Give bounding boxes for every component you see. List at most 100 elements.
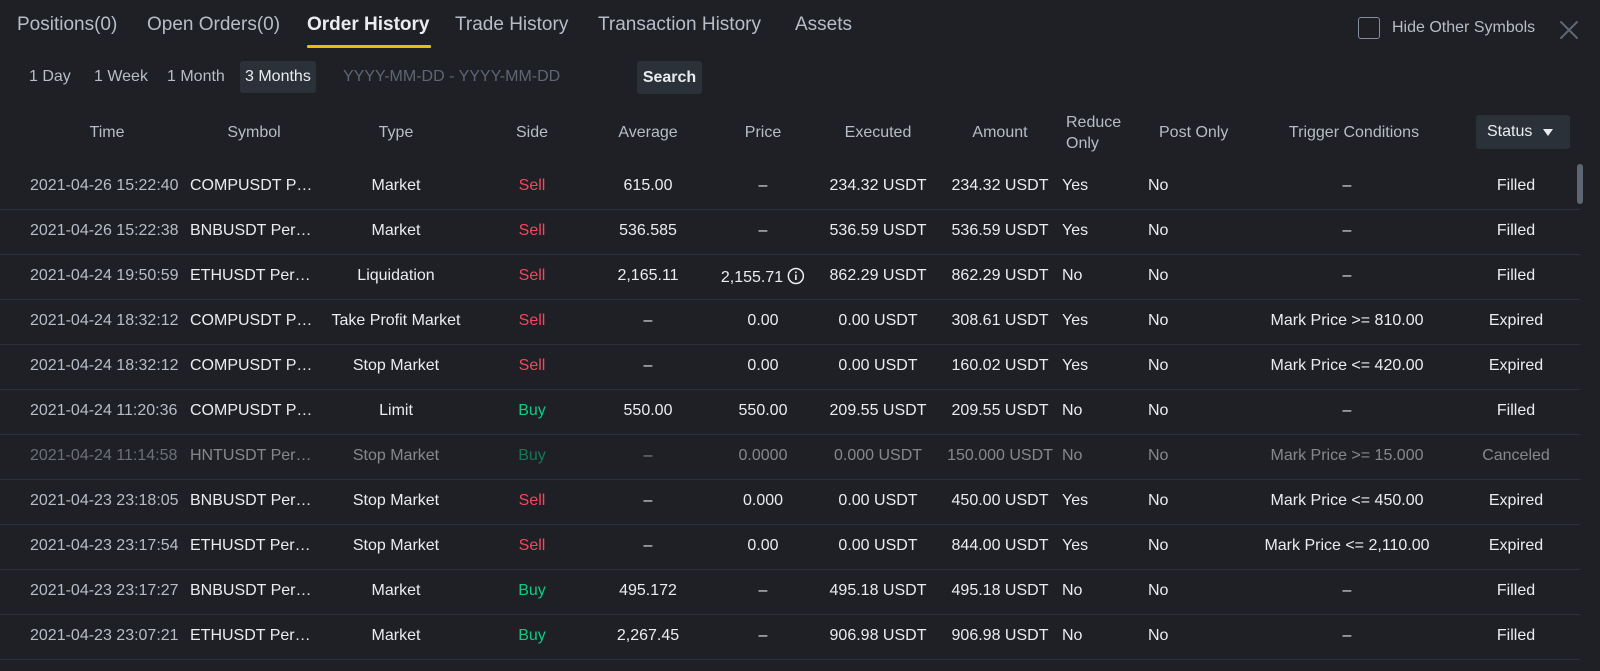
- col-price: Price: [744, 124, 782, 141]
- cell-reduce-only: No: [1062, 582, 1082, 600]
- cell-reduce-only-text: Yes: [1062, 537, 1089, 554]
- table-row: 2021-04-24 18:32:12 COMPUSDT Perpetual Sto…: [0, 345, 1580, 390]
- cell-amount: 862.29 USDT: [952, 267, 1049, 285]
- table-row: 2021-04-26 15:22:40 COMPUSDT Perpetual Mar…: [0, 165, 1580, 210]
- cell-executed-text: 862.29 USDT: [829, 267, 927, 284]
- table-row: 2021-04-24 11:20:36 COMPUSDT Perpetual Lim…: [0, 390, 1580, 435]
- cell-post-only: No: [1148, 222, 1168, 240]
- range-1-month[interactable]: 1 Month: [167, 68, 225, 85]
- table-scrollbar[interactable]: [1577, 164, 1583, 204]
- cell-executed: 0.00 USDT: [838, 492, 917, 510]
- cell-side: Sell: [519, 312, 546, 330]
- cell-amount: 160.02 USDT: [952, 357, 1049, 375]
- cell-side: Sell: [519, 222, 546, 240]
- cell-amount: 495.18 USDT: [952, 582, 1049, 600]
- cell-time-text: 2021-04-24 11:14:58: [30, 447, 178, 464]
- cell-status: Expired: [1489, 357, 1543, 375]
- close-icon[interactable]: [1558, 19, 1580, 41]
- cell-symbol-text: BNBUSDT Perpetual: [190, 222, 318, 239]
- cell-symbol: BNBUSDT Perpetual: [190, 492, 318, 510]
- tab-open-orders[interactable]: Open Orders(0): [147, 14, 281, 35]
- cell-post-only-text: No: [1148, 492, 1169, 509]
- cell-trigger-conditions: Mark Price >= 15.000: [1271, 447, 1424, 465]
- cell-price-text: –: [758, 177, 768, 194]
- cell-reduce-only-text: Yes: [1062, 357, 1089, 374]
- cell-side-text: Buy: [518, 447, 546, 464]
- range-3-months[interactable]: 3 Months: [240, 61, 316, 93]
- cell-status-text: Filled: [1496, 177, 1536, 194]
- cell-type: Market: [372, 627, 421, 645]
- cell-trigger-conditions: –: [1343, 267, 1352, 285]
- cell-time-text: 2021-04-24 19:50:59: [30, 267, 179, 284]
- cell-side-text: Buy: [518, 627, 546, 644]
- cell-reduce-only-text: Yes: [1062, 222, 1089, 239]
- cell-amount: 150.000 USDT: [947, 447, 1053, 465]
- cell-type: Market: [372, 222, 421, 240]
- hide-other-symbols-toggle[interactable]: Hide Other Symbols: [1358, 16, 1535, 40]
- cell-executed-text: 536.59 USDT: [829, 222, 927, 239]
- col-post-only: Post Only: [1159, 124, 1229, 141]
- cell-status-text: Filled: [1496, 267, 1536, 284]
- cell-trigger-conditions-text: Mark Price <= 420.00: [1270, 357, 1424, 374]
- cell-reduce-only: Yes: [1062, 312, 1088, 330]
- cell-status-text: Filled: [1496, 222, 1536, 239]
- cell-symbol: ETHUSDT Perpetual: [190, 267, 318, 285]
- cell-status: Filled: [1497, 582, 1535, 600]
- cell-symbol-text: COMPUSDT Perpetual: [190, 402, 318, 419]
- tab-order-history[interactable]: Order History: [307, 14, 430, 35]
- cell-reduce-only: Yes: [1062, 537, 1088, 555]
- range-1-week[interactable]: 1 Week: [94, 68, 148, 85]
- search-button[interactable]: Search: [637, 61, 702, 94]
- cell-executed: 209.55 USDT: [830, 402, 927, 420]
- cell-average-text: 2,165.11: [617, 267, 679, 284]
- status-filter-dropdown[interactable]: Status: [1476, 115, 1570, 149]
- cell-average-text: –: [643, 357, 653, 374]
- cell-side: Buy: [518, 582, 546, 600]
- cell-average: 2,267.45: [617, 627, 679, 645]
- col-average: Average: [618, 124, 678, 141]
- cell-post-only-text: No: [1148, 267, 1169, 284]
- cell-reduce-only: Yes: [1062, 177, 1088, 195]
- cell-trigger-conditions: Mark Price >= 810.00: [1271, 312, 1424, 330]
- cell-trigger-conditions: Mark Price <= 420.00: [1271, 357, 1424, 375]
- cell-reduce-only-text: No: [1062, 627, 1083, 644]
- tab-assets[interactable]: Assets: [795, 14, 853, 35]
- cell-executed: 495.18 USDT: [830, 582, 927, 600]
- cell-average-text: 495.172: [619, 582, 677, 599]
- cell-time: 2021-04-24 11:20:36: [30, 402, 177, 420]
- cell-price-text: 0.000: [742, 492, 784, 509]
- cell-average: –: [644, 492, 653, 510]
- cell-status-text: Expired: [1488, 312, 1544, 329]
- cell-average: –: [644, 357, 653, 375]
- col-reduce-only: Reduce Only: [1066, 114, 1122, 152]
- cell-symbol: COMPUSDT Perpetual: [190, 357, 318, 375]
- tab-positions[interactable]: Positions(0): [17, 14, 118, 35]
- cell-status: Filled: [1497, 177, 1535, 195]
- tab-trade-history[interactable]: Trade History: [455, 14, 569, 35]
- cell-reduce-only: Yes: [1062, 222, 1088, 240]
- cell-post-only-text: No: [1148, 447, 1169, 464]
- cell-price-text: 550.00: [738, 402, 788, 419]
- date-range-input[interactable]: [343, 61, 613, 93]
- tab-transaction-history[interactable]: Transaction History: [598, 14, 761, 35]
- hide-other-symbols-checkbox[interactable]: [1358, 17, 1380, 39]
- range-1-day[interactable]: 1 Day: [29, 68, 71, 85]
- cell-symbol: COMPUSDT Perpetual: [190, 177, 318, 195]
- cell-side: Sell: [519, 492, 546, 510]
- cell-type: Market: [372, 177, 421, 195]
- cell-time-text: 2021-04-23 23:17:54: [30, 537, 179, 554]
- cell-executed: 0.000 USDT: [834, 447, 922, 465]
- cell-symbol-text: BNBUSDT Perpetual: [190, 492, 318, 509]
- cell-reduce-only-text: Yes: [1062, 312, 1089, 329]
- cell-post-only: No: [1148, 267, 1168, 285]
- cell-symbol-text: ETHUSDT Perpetual: [190, 537, 318, 554]
- cell-amount: 906.98 USDT: [952, 627, 1049, 645]
- cell-price: –: [759, 627, 768, 645]
- cell-price: 0.00: [747, 537, 778, 555]
- cell-type-text: Liquidation: [357, 267, 435, 284]
- cell-price-text: 0.00: [747, 357, 779, 374]
- cell-amount-text: 495.18 USDT: [951, 582, 1049, 599]
- cell-status-text: Expired: [1488, 357, 1544, 374]
- cell-price-text: 0.00: [747, 312, 779, 329]
- info-icon[interactable]: [787, 267, 805, 285]
